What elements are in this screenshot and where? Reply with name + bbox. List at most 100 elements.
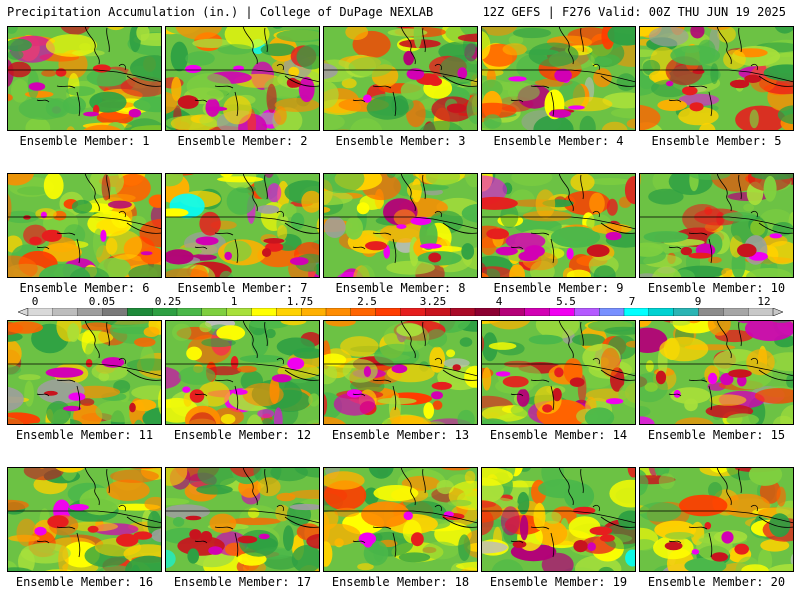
colorbar-swatch xyxy=(748,308,774,316)
ensemble-member-label: Ensemble Member: 18 xyxy=(331,575,470,589)
precip-map xyxy=(7,467,162,572)
colorbar-swatch xyxy=(599,308,625,316)
ensemble-member-label: Ensemble Member: 7 xyxy=(177,281,308,295)
precip-map xyxy=(7,173,162,278)
colorbar-swatch xyxy=(77,308,103,316)
colorbar-swatch xyxy=(127,308,153,316)
ensemble-member-map xyxy=(481,173,636,278)
ensemble-member-map xyxy=(7,26,162,131)
colorbar-tick-label: 1.75 xyxy=(286,295,314,308)
colorbar-tick-label: 7 xyxy=(628,295,636,308)
colorbar-swatches xyxy=(18,308,783,316)
colorbar-swatch xyxy=(226,308,252,316)
colorbar-tick-label: 0.05 xyxy=(88,295,116,308)
ensemble-member-map xyxy=(481,320,636,425)
ensemble-member-map xyxy=(323,467,478,572)
ensemble-member-label: Ensemble Member: 17 xyxy=(173,575,312,589)
colorbar-swatch xyxy=(723,308,749,316)
colorbar-arrow-low xyxy=(18,308,29,316)
precip-map xyxy=(481,320,636,425)
colorbar-swatch xyxy=(52,308,79,316)
chart-title: Precipitation Accumulation (in.) | Colle… xyxy=(7,5,434,19)
colorbar-swatch xyxy=(152,308,178,316)
colorbar-swatch xyxy=(574,308,600,316)
colorbar-swatch xyxy=(350,308,377,316)
ensemble-member-label: Ensemble Member: 2 xyxy=(177,134,308,148)
ensemble-member-map xyxy=(165,26,320,131)
colorbar-swatch xyxy=(474,308,501,316)
colorbar-tick-label: 2.5 xyxy=(357,295,377,308)
precip-map xyxy=(481,467,636,572)
precip-map xyxy=(481,173,636,278)
colorbar-swatch xyxy=(450,308,476,316)
ensemble-member-label: Ensemble Member: 12 xyxy=(173,428,312,442)
ensemble-member-map xyxy=(481,467,636,572)
ensemble-member-label: Ensemble Member: 1 xyxy=(19,134,150,148)
colorbar-tick-label: 0 xyxy=(31,295,39,308)
precip-map xyxy=(639,467,794,572)
precip-map xyxy=(7,320,162,425)
ensemble-member-label: Ensemble Member: 15 xyxy=(647,428,786,442)
ensemble-member-label: Ensemble Member: 16 xyxy=(15,575,154,589)
colorbar-swatch xyxy=(549,308,575,316)
ensemble-member-label: Ensemble Member: 5 xyxy=(651,134,782,148)
ensemble-member-map xyxy=(639,320,794,425)
ensemble-member-label: Ensemble Member: 4 xyxy=(493,134,624,148)
ensemble-member-label: Ensemble Member: 6 xyxy=(19,281,150,295)
colorbar-arrow-high xyxy=(772,308,783,316)
ensemble-member-map xyxy=(481,26,636,131)
ensemble-member-map xyxy=(165,173,320,278)
colorbar-tick-label: 9 xyxy=(694,295,702,308)
ensemble-member-map xyxy=(7,173,162,278)
precip-map xyxy=(165,26,320,131)
ensemble-member-label: Ensemble Member: 3 xyxy=(335,134,466,148)
ensemble-member-map xyxy=(639,467,794,572)
colorbar-swatch xyxy=(176,308,203,316)
colorbar-swatch xyxy=(325,308,352,316)
colorbar-swatch xyxy=(27,308,54,316)
ensemble-member-label: Ensemble Member: 8 xyxy=(335,281,466,295)
ensemble-member-map xyxy=(7,467,162,572)
colorbar-tick-label: 5.5 xyxy=(556,295,576,308)
precip-map xyxy=(639,26,794,131)
ensemble-member-map xyxy=(639,26,794,131)
ensemble-member-label: Ensemble Member: 11 xyxy=(15,428,154,442)
ensemble-member-label: Ensemble Member: 19 xyxy=(489,575,628,589)
ensemble-member-label: Ensemble Member: 14 xyxy=(489,428,628,442)
colorbar-swatch xyxy=(673,308,699,316)
colorbar-swatch xyxy=(102,308,128,316)
ensemble-member-map xyxy=(7,320,162,425)
colorbar-swatch xyxy=(301,308,327,316)
precip-map xyxy=(323,26,478,131)
precip-map xyxy=(639,173,794,278)
precip-map xyxy=(323,467,478,572)
ensemble-member-map xyxy=(639,173,794,278)
colorbar-tick-label: 0.25 xyxy=(154,295,182,308)
colorbar-tick-label: 1 xyxy=(230,295,238,308)
colorbar-swatch xyxy=(623,308,650,316)
precip-map xyxy=(323,173,478,278)
ensemble-member-map xyxy=(323,26,478,131)
colorbar-swatch xyxy=(276,308,302,316)
colorbar-tick-label: 3.25 xyxy=(419,295,447,308)
precip-map xyxy=(165,320,320,425)
colorbar-swatch xyxy=(251,308,277,316)
colorbar-swatch xyxy=(524,308,550,316)
precip-map xyxy=(165,467,320,572)
colorbar-swatch xyxy=(400,308,426,316)
precip-map xyxy=(323,320,478,425)
ensemble-member-map xyxy=(165,467,320,572)
ensemble-member-map xyxy=(323,173,478,278)
ensemble-member-label: Ensemble Member: 10 xyxy=(647,281,786,295)
precip-map xyxy=(7,26,162,131)
precip-map xyxy=(165,173,320,278)
ensemble-member-map xyxy=(165,320,320,425)
colorbar-tick-label: 4 xyxy=(495,295,503,308)
precip-map xyxy=(639,320,794,425)
ensemble-member-label: Ensemble Member: 13 xyxy=(331,428,470,442)
colorbar-swatch xyxy=(425,308,451,316)
colorbar-swatch xyxy=(698,308,724,316)
colorbar-swatch xyxy=(648,308,675,316)
ensemble-member-map xyxy=(323,320,478,425)
colorbar-swatch xyxy=(499,308,526,316)
